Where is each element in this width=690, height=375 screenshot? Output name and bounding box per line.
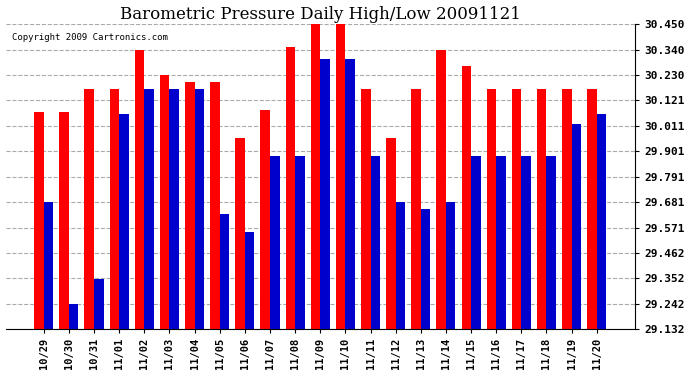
Bar — [59, 112, 69, 329]
Bar — [562, 89, 571, 329]
Bar — [471, 156, 481, 329]
Bar — [395, 202, 405, 329]
Bar — [486, 89, 496, 329]
Bar — [512, 89, 522, 329]
Bar — [170, 89, 179, 329]
Bar — [522, 156, 531, 329]
Bar — [421, 209, 431, 329]
Bar — [336, 22, 346, 329]
Bar — [436, 50, 446, 329]
Bar — [320, 59, 330, 329]
Bar — [361, 89, 371, 329]
Bar — [270, 156, 279, 329]
Bar — [462, 66, 471, 329]
Bar — [144, 89, 154, 329]
Bar — [546, 156, 556, 329]
Bar — [135, 50, 144, 329]
Bar — [84, 89, 94, 329]
Bar — [411, 89, 421, 329]
Bar — [245, 232, 255, 329]
Bar — [587, 89, 597, 329]
Bar — [260, 110, 270, 329]
Bar — [34, 112, 43, 329]
Bar — [235, 138, 245, 329]
Bar — [94, 279, 104, 329]
Title: Barometric Pressure Daily High/Low 20091121: Barometric Pressure Daily High/Low 20091… — [120, 6, 521, 22]
Bar — [386, 138, 395, 329]
Bar — [43, 202, 53, 329]
Bar — [160, 75, 170, 329]
Text: Copyright 2009 Cartronics.com: Copyright 2009 Cartronics.com — [12, 33, 168, 42]
Bar — [346, 59, 355, 329]
Bar — [286, 47, 295, 329]
Bar — [69, 304, 79, 329]
Bar — [110, 89, 119, 329]
Bar — [295, 156, 305, 329]
Bar — [310, 22, 320, 329]
Bar — [219, 214, 229, 329]
Bar — [496, 156, 506, 329]
Bar — [571, 124, 581, 329]
Bar — [371, 156, 380, 329]
Bar — [446, 202, 455, 329]
Bar — [119, 114, 128, 329]
Bar — [210, 82, 219, 329]
Bar — [597, 114, 607, 329]
Bar — [195, 89, 204, 329]
Bar — [185, 82, 195, 329]
Bar — [537, 89, 546, 329]
